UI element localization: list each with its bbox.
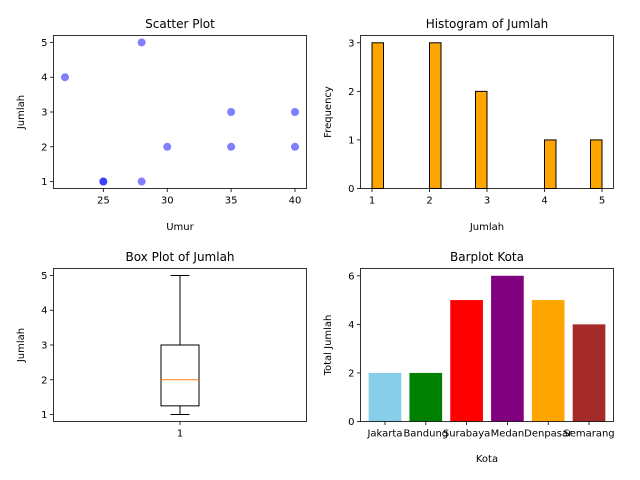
barplot-x-tick-label: Bandung bbox=[403, 429, 448, 440]
histogram-y-label: Frequency bbox=[323, 86, 334, 138]
barplot-bar bbox=[368, 372, 402, 422]
barplot-y-ticks: 0 2 4 6 bbox=[348, 271, 361, 428]
barplot-bars bbox=[368, 275, 606, 422]
scatter-y-tick-label: 5 bbox=[41, 38, 47, 49]
boxplot-subplot: Box Plot of Jumlah 1 1 2 3 4 5 Jumlah bbox=[16, 250, 307, 440]
barplot-bar bbox=[491, 275, 524, 422]
scatter-point bbox=[227, 108, 236, 116]
scatter-x-tick-label: 30 bbox=[161, 196, 174, 207]
histogram-bars bbox=[371, 42, 603, 190]
scatter-x-tick-label: 40 bbox=[289, 196, 302, 207]
scatter-point bbox=[137, 38, 146, 47]
scatter-subplot: Scatter Plot 25 30 35 40 1 2 3 4 5 Umur Jumlah bbox=[16, 17, 307, 233]
histogram-bar bbox=[590, 139, 603, 190]
scatter-y-ticks: 1 2 3 4 5 bbox=[41, 38, 54, 188]
scatter-point bbox=[163, 142, 172, 151]
barplot-y-label: Total Jumlah bbox=[323, 315, 334, 377]
histogram-title: Histogram of Jumlah bbox=[426, 17, 549, 31]
histogram-y-tick-label: 0 bbox=[348, 184, 354, 195]
barplot-y-tick-label: 4 bbox=[348, 320, 354, 331]
scatter-y-tick-label: 3 bbox=[41, 108, 47, 119]
barplot-axes-frame bbox=[360, 268, 614, 422]
scatter-y-tick-label: 1 bbox=[41, 177, 47, 188]
barplot-bar bbox=[531, 300, 565, 422]
scatter-point bbox=[137, 177, 146, 186]
barplot-x-label: Kota bbox=[476, 454, 498, 465]
histogram-bar bbox=[544, 139, 557, 190]
barplot-bar bbox=[409, 372, 443, 422]
histogram-subplot: Histogram of Jumlah 1 2 3 4 5 0 1 2 3 Jumlah Fr… bbox=[323, 17, 614, 233]
scatter-point bbox=[61, 73, 69, 82]
histogram-x-tick-label: 5 bbox=[599, 196, 605, 207]
boxplot-y-tick-label: 4 bbox=[41, 306, 47, 317]
histogram-y-ticks: 0 1 2 3 bbox=[348, 38, 361, 195]
box-iqr bbox=[160, 344, 200, 407]
boxplot-title: Box Plot of Jumlah bbox=[125, 250, 234, 264]
boxplot-y-tick-label: 2 bbox=[41, 375, 47, 386]
histogram-x-label: Jumlah bbox=[469, 222, 504, 233]
histogram-y-tick-label: 1 bbox=[348, 135, 354, 146]
barplot-x-tick-label: Jakarta bbox=[366, 429, 402, 440]
boxplot-axes-frame bbox=[53, 268, 307, 422]
boxplot-y-label: Jumlah bbox=[16, 328, 27, 363]
histogram-axes-frame bbox=[360, 35, 614, 189]
scatter-x-label: Umur bbox=[166, 222, 194, 233]
barplot-x-tick-label: Denpasar bbox=[524, 429, 573, 440]
histogram-x-ticks: 1 2 3 4 5 bbox=[369, 188, 605, 207]
scatter-points bbox=[61, 38, 299, 186]
histogram-y-tick-label: 3 bbox=[348, 38, 354, 49]
barplot-y-tick-label: 0 bbox=[348, 417, 354, 428]
histogram-x-tick-label: 4 bbox=[541, 196, 547, 207]
histogram-bar bbox=[429, 42, 442, 189]
scatter-x-ticks: 25 30 35 40 bbox=[97, 188, 302, 207]
scatter-axes-frame bbox=[53, 35, 307, 189]
histogram-x-tick-label: 3 bbox=[484, 196, 490, 207]
scatter-point bbox=[99, 177, 108, 186]
boxplot-x-tick-label: 1 bbox=[177, 429, 183, 440]
boxplot-y-tick-label: 5 bbox=[41, 271, 47, 282]
histogram-x-tick-label: 1 bbox=[369, 196, 375, 207]
barplot-x-tick-label: Medan bbox=[491, 429, 525, 440]
boxplot-y-ticks: 1 2 3 4 5 bbox=[41, 271, 54, 421]
histogram-bar bbox=[371, 42, 384, 189]
scatter-x-tick-label: 35 bbox=[225, 196, 238, 207]
scatter-point bbox=[227, 142, 236, 151]
scatter-x-tick-label: 25 bbox=[97, 196, 110, 207]
scatter-title: Scatter Plot bbox=[145, 17, 215, 31]
boxplot-y-tick-label: 1 bbox=[41, 410, 47, 421]
barplot-y-tick-label: 6 bbox=[348, 271, 354, 282]
barplot-bar bbox=[450, 300, 483, 422]
barplot-bar bbox=[572, 324, 606, 422]
barplot-x-tick-label: Surabaya bbox=[443, 429, 490, 440]
barplot-title: Barplot Kota bbox=[450, 250, 524, 264]
scatter-point bbox=[291, 108, 299, 116]
scatter-y-tick-label: 2 bbox=[41, 142, 47, 153]
boxplot-x-ticks: 1 bbox=[177, 421, 183, 440]
barplot-y-tick-label: 2 bbox=[348, 368, 354, 379]
boxplot-marks bbox=[160, 274, 200, 416]
boxplot-y-tick-label: 3 bbox=[41, 341, 47, 352]
scatter-point bbox=[291, 142, 299, 151]
histogram-x-tick-label: 2 bbox=[426, 196, 432, 207]
histogram-y-tick-label: 2 bbox=[348, 87, 354, 98]
barplot-x-tick-label: Semarang bbox=[563, 429, 614, 440]
scatter-y-tick-label: 4 bbox=[41, 73, 47, 84]
scatter-y-label: Jumlah bbox=[16, 95, 27, 130]
histogram-bar bbox=[475, 90, 488, 189]
